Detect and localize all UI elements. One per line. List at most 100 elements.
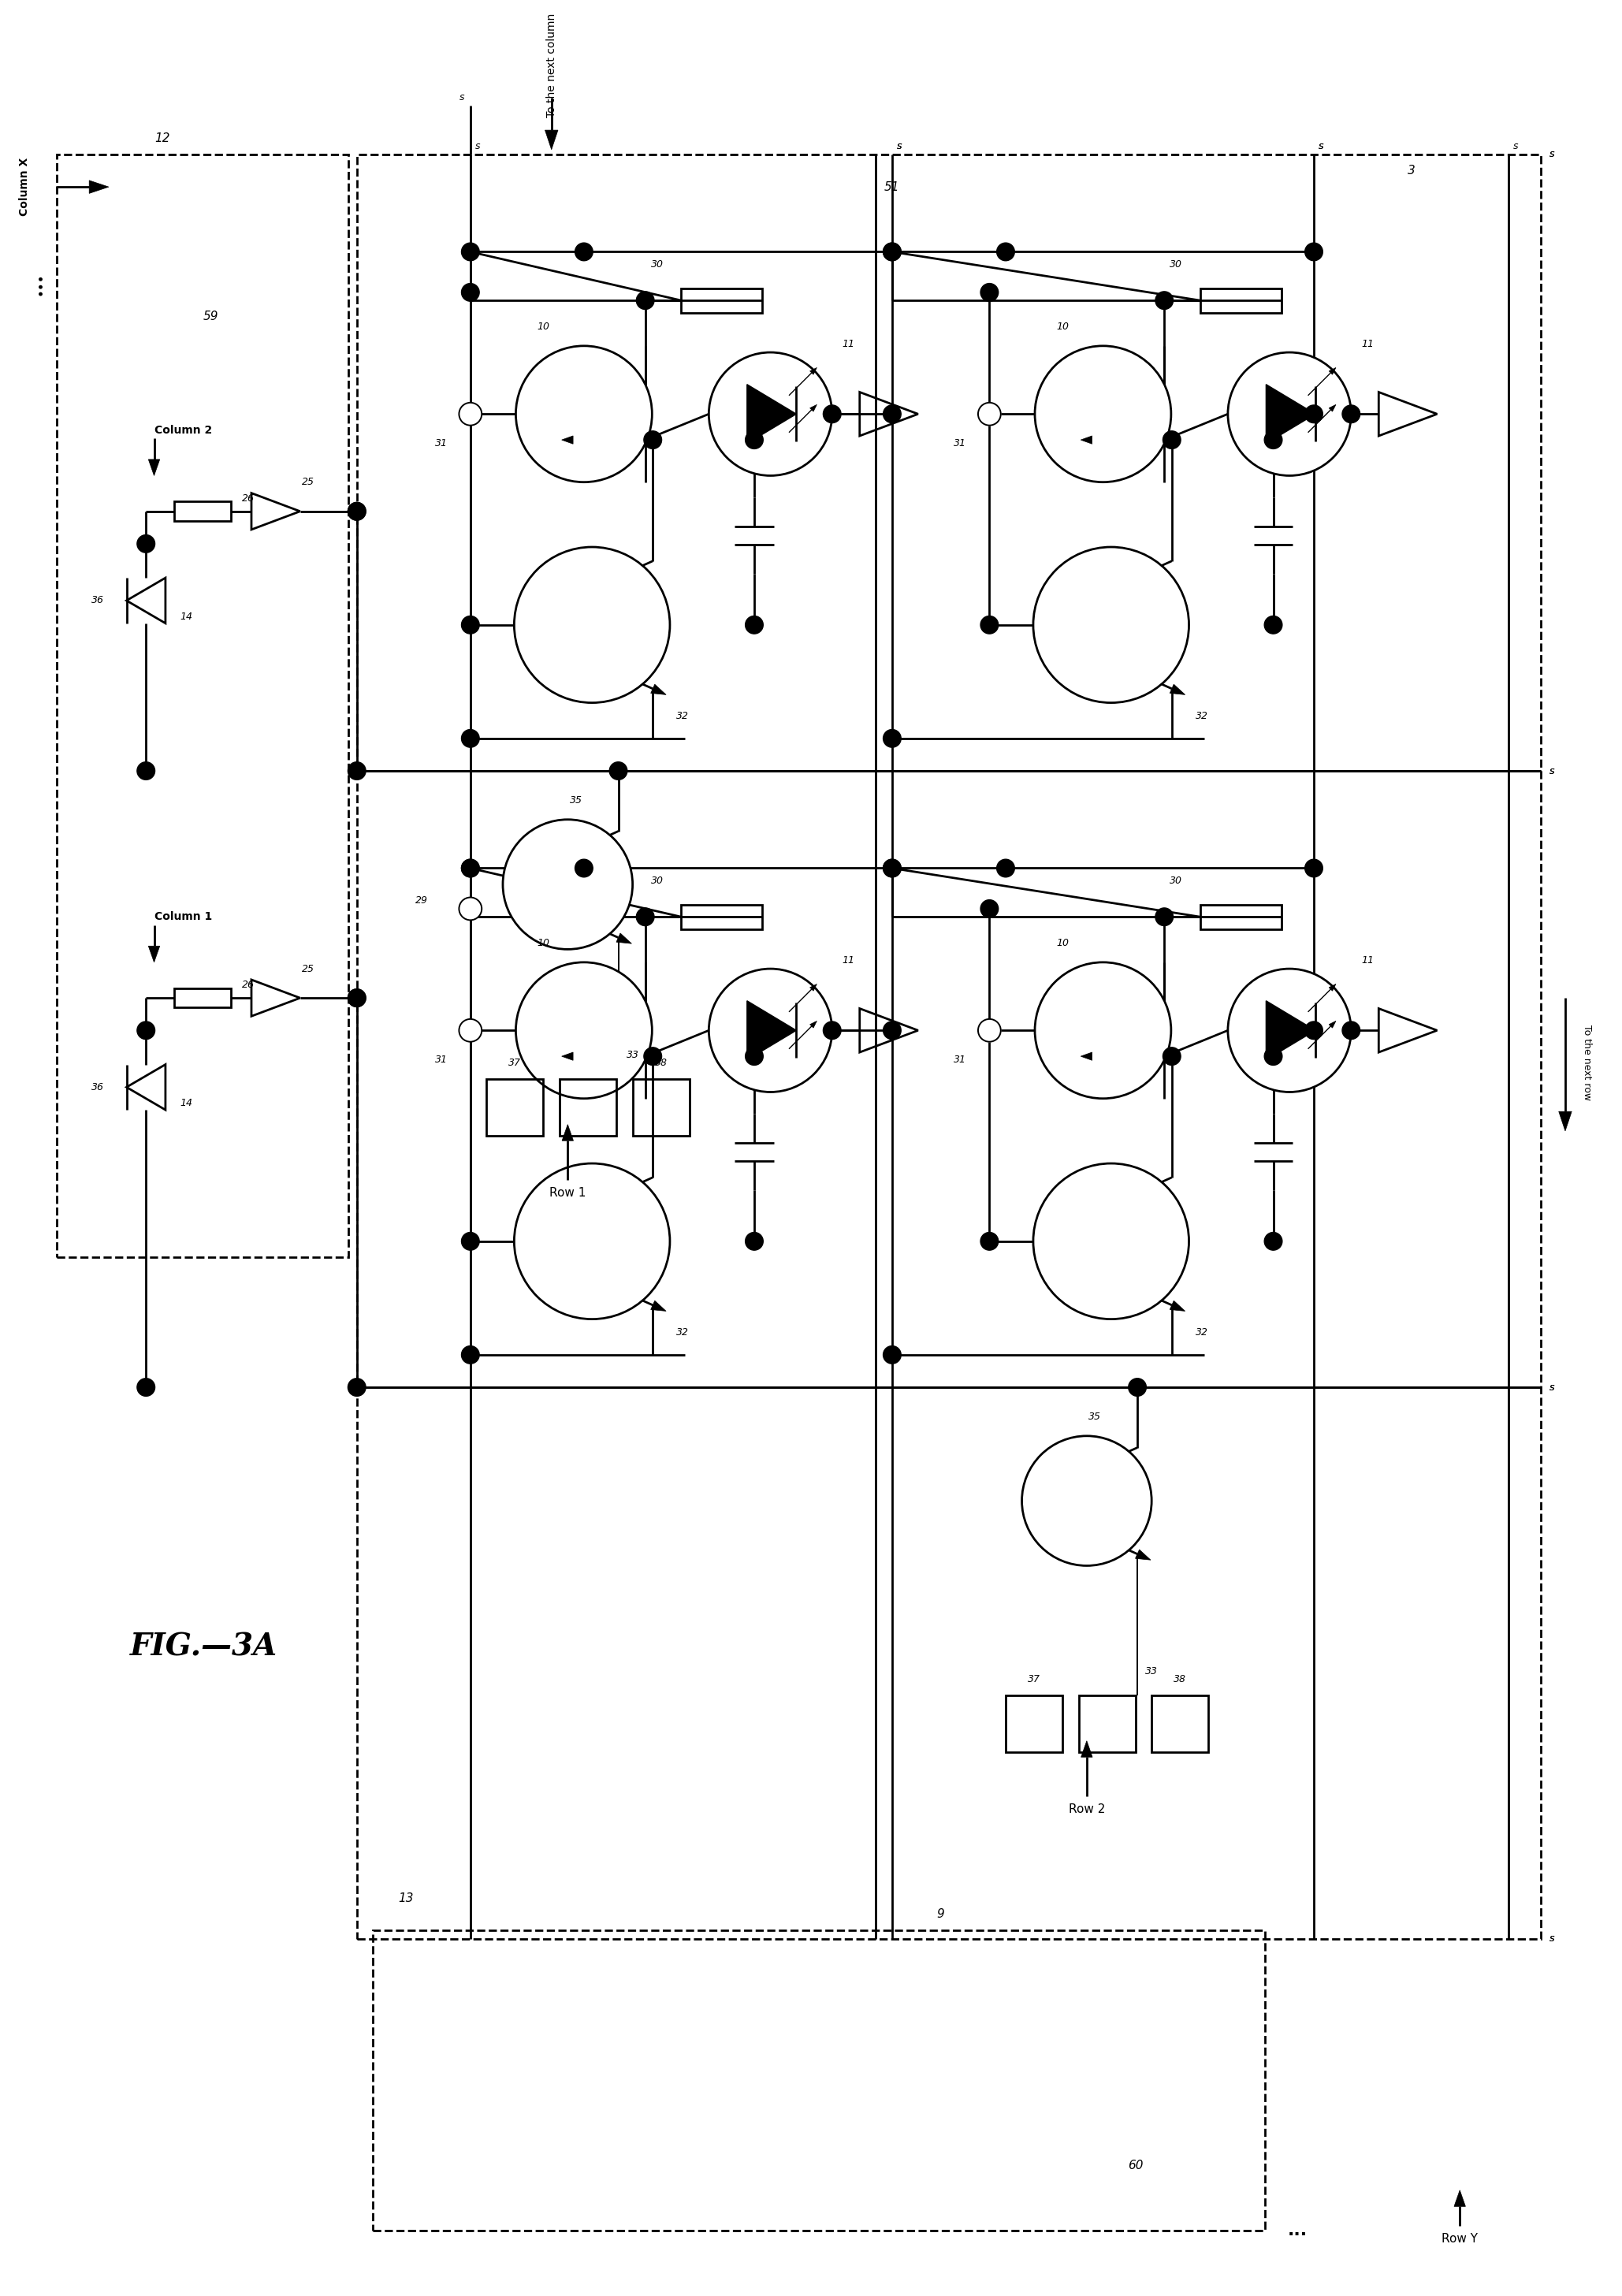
Text: 13: 13 (397, 1892, 414, 1903)
Circle shape (136, 1378, 156, 1396)
Circle shape (980, 282, 999, 301)
Circle shape (347, 762, 367, 781)
Polygon shape (561, 436, 573, 443)
Bar (1152, 1694, 1208, 1752)
Text: 29: 29 (415, 895, 428, 905)
Polygon shape (1082, 1740, 1093, 1756)
Text: 9: 9 (938, 1908, 944, 1919)
Text: 26: 26 (242, 494, 255, 503)
Circle shape (1306, 404, 1324, 422)
Bar (487, 1079, 543, 1137)
Circle shape (709, 351, 832, 475)
Circle shape (136, 535, 156, 553)
Polygon shape (1328, 985, 1337, 992)
Text: s: s (1319, 142, 1324, 152)
Circle shape (746, 1233, 764, 1251)
Text: 38: 38 (1174, 1674, 1186, 1685)
Text: 35: 35 (1088, 1412, 1101, 1421)
Circle shape (1228, 351, 1351, 475)
Text: 37: 37 (1028, 1674, 1040, 1685)
Circle shape (1228, 969, 1351, 1093)
Text: 38: 38 (655, 1058, 667, 1068)
Circle shape (980, 615, 999, 634)
Circle shape (1033, 546, 1189, 703)
Polygon shape (1267, 1001, 1315, 1061)
Circle shape (709, 969, 832, 1093)
Bar (373, 1931, 1265, 2232)
Text: s: s (1549, 1933, 1554, 1945)
Polygon shape (1080, 1052, 1092, 1061)
Circle shape (516, 962, 652, 1097)
Circle shape (882, 859, 902, 877)
Polygon shape (1559, 1111, 1572, 1132)
Circle shape (644, 1047, 662, 1065)
Polygon shape (809, 1022, 817, 1029)
Circle shape (1265, 1233, 1281, 1251)
Circle shape (882, 1345, 902, 1364)
Circle shape (1265, 615, 1281, 634)
Circle shape (136, 762, 156, 781)
Text: 10: 10 (1056, 937, 1069, 948)
Circle shape (996, 859, 1015, 877)
Circle shape (610, 762, 628, 781)
Polygon shape (149, 459, 159, 475)
Circle shape (503, 820, 633, 948)
Circle shape (980, 900, 999, 918)
Text: 11: 11 (1361, 955, 1374, 967)
Text: 35: 35 (569, 794, 582, 806)
Circle shape (462, 282, 480, 301)
Text: 10: 10 (537, 937, 550, 948)
Text: s: s (897, 142, 902, 152)
Polygon shape (1328, 367, 1337, 374)
Text: 14: 14 (180, 1097, 193, 1109)
Polygon shape (748, 383, 796, 443)
Polygon shape (545, 131, 558, 149)
Text: Row Y: Row Y (1442, 2234, 1478, 2245)
Polygon shape (809, 367, 817, 374)
Bar (57, 154, 349, 1258)
Circle shape (1265, 1047, 1281, 1065)
Text: 31: 31 (954, 1054, 967, 1065)
Circle shape (1163, 432, 1181, 448)
Circle shape (882, 730, 902, 746)
Circle shape (347, 1378, 367, 1396)
Circle shape (882, 404, 902, 422)
Circle shape (1022, 1435, 1152, 1566)
Circle shape (1343, 1022, 1359, 1040)
Text: 33: 33 (1145, 1667, 1158, 1676)
Text: 3: 3 (1408, 165, 1414, 177)
Circle shape (462, 1345, 480, 1364)
Circle shape (996, 243, 1015, 262)
Circle shape (882, 243, 902, 262)
Text: 32: 32 (1195, 709, 1208, 721)
Polygon shape (1455, 2190, 1466, 2206)
Circle shape (516, 347, 652, 482)
Text: Row 2: Row 2 (1069, 1802, 1105, 1814)
Text: 10: 10 (1056, 321, 1069, 331)
Bar (633, 1079, 689, 1137)
Circle shape (746, 615, 764, 634)
Text: 60: 60 (1127, 2161, 1144, 2172)
Bar (681, 905, 762, 930)
Circle shape (576, 859, 594, 877)
Text: 25: 25 (302, 478, 315, 487)
Text: 51: 51 (884, 181, 900, 193)
Circle shape (636, 292, 654, 310)
Circle shape (514, 1164, 670, 1320)
Circle shape (1163, 1047, 1181, 1065)
Text: s: s (1549, 149, 1554, 161)
Polygon shape (650, 1300, 667, 1311)
Circle shape (882, 243, 902, 262)
Circle shape (136, 1022, 156, 1040)
Circle shape (459, 402, 482, 425)
Text: 36: 36 (91, 1081, 104, 1093)
Polygon shape (561, 1052, 573, 1061)
Polygon shape (149, 946, 159, 962)
Text: 10: 10 (537, 321, 550, 331)
Text: s: s (1549, 1933, 1554, 1945)
Text: s: s (1549, 767, 1554, 776)
Text: s: s (475, 142, 480, 152)
Polygon shape (809, 985, 817, 992)
Text: s: s (1549, 1382, 1554, 1391)
Bar (175, 987, 230, 1008)
